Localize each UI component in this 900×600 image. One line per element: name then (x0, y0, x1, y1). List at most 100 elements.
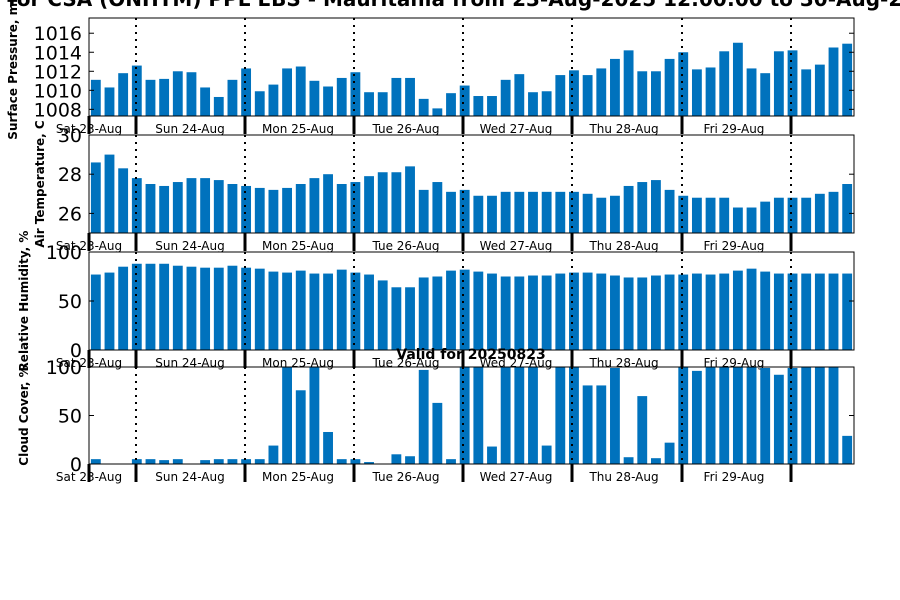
bar (336, 77, 347, 116)
bar (705, 197, 716, 233)
y-tick-label: 28 (58, 164, 82, 186)
bar (610, 195, 620, 233)
bar (555, 367, 566, 464)
bar (336, 269, 347, 350)
bar (610, 367, 620, 464)
y-tick-label: 1008 (34, 99, 82, 121)
bar (104, 87, 115, 116)
bar (282, 272, 292, 350)
bar (131, 459, 142, 464)
bar (145, 79, 156, 116)
bar (828, 273, 839, 350)
bar (172, 459, 183, 464)
bar (241, 267, 252, 350)
bar (514, 276, 525, 350)
bar (637, 277, 648, 350)
bar (118, 266, 129, 350)
bar (500, 191, 511, 233)
bar (828, 367, 839, 464)
bar (145, 184, 156, 233)
bar (405, 287, 415, 350)
x-tick-label: Sun 24-Aug (155, 122, 224, 136)
bar (104, 154, 115, 233)
bar (541, 91, 552, 116)
bar (623, 457, 634, 464)
bar (678, 274, 689, 350)
bar (159, 263, 170, 350)
bar (241, 185, 252, 233)
bar (842, 273, 853, 350)
bar (200, 267, 211, 350)
bar (596, 68, 607, 116)
bar (787, 197, 798, 233)
x-tick-label: Fri 29-Aug (704, 122, 765, 136)
bar (500, 367, 511, 464)
bar (323, 431, 333, 464)
x-tick-label: Wed 27-Aug (480, 239, 553, 253)
bar (814, 193, 825, 233)
bar (541, 445, 552, 464)
bar (678, 52, 689, 116)
bar (691, 69, 702, 116)
bar (732, 367, 743, 464)
bar (213, 459, 224, 464)
x-tick-label: Sat 23-Aug (56, 122, 122, 136)
bar (637, 182, 648, 233)
bar (418, 369, 429, 464)
bar (282, 187, 292, 233)
bar (528, 367, 538, 464)
bar (541, 275, 552, 350)
x-tick-label: Sun 24-Aug (155, 239, 224, 253)
bar (418, 189, 429, 233)
bar (295, 270, 306, 350)
bar (787, 273, 798, 350)
bar (801, 367, 812, 464)
bar (842, 184, 853, 233)
bar (705, 367, 716, 464)
x-tick-label: Fri 29-Aug (704, 470, 765, 484)
x-tick-label: Thu 28-Aug (588, 239, 658, 253)
bar (282, 367, 292, 464)
x-tick-label: Mon 25-Aug (262, 470, 334, 484)
bar (500, 79, 511, 116)
bar (582, 385, 593, 464)
bar (705, 274, 716, 350)
bar (459, 367, 470, 464)
bar (227, 184, 238, 233)
bar (309, 367, 320, 464)
x-tick-label: Sun 24-Aug (155, 356, 224, 370)
bar (391, 77, 402, 116)
bar (309, 80, 320, 116)
bar (364, 176, 374, 233)
bar (172, 71, 183, 116)
x-tick-label: Wed 27-Aug (480, 122, 553, 136)
x-tick-label: Wed 27-Aug (480, 470, 553, 484)
y-tick-label: 0 (70, 454, 82, 476)
bar (773, 374, 784, 464)
bar (446, 270, 456, 350)
bar (90, 162, 101, 233)
bar (200, 460, 211, 464)
bar (732, 42, 743, 116)
bar (773, 197, 784, 233)
bar (377, 92, 388, 116)
bar (691, 273, 702, 350)
bar (801, 197, 812, 233)
bar (254, 187, 265, 233)
bar (569, 70, 579, 116)
bar (295, 66, 306, 116)
bar (828, 191, 839, 233)
x-tick-label: Sat 23-Aug (56, 470, 122, 484)
bar (473, 271, 484, 350)
bar (391, 172, 402, 233)
x-tick-label: Thu 28-Aug (588, 122, 658, 136)
y-tick-label: 100 (46, 357, 82, 379)
bar (131, 65, 142, 116)
bar (637, 396, 648, 464)
bar (664, 58, 675, 116)
bar (528, 191, 538, 233)
bar (842, 435, 853, 464)
